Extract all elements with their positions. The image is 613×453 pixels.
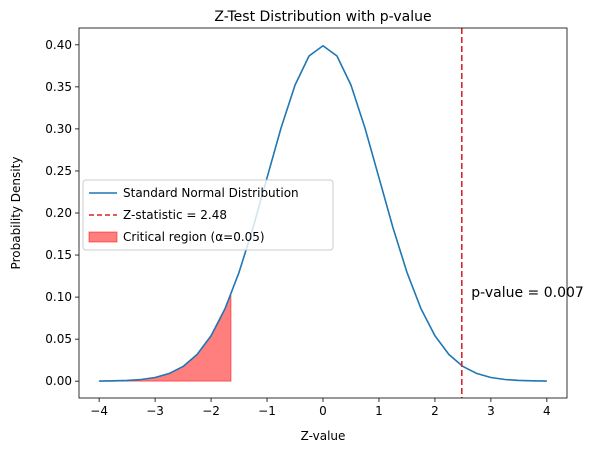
x-tick-label: 3 bbox=[487, 404, 495, 418]
axis-ticks: −4 −3 −2 −1 0 1 2 3 4 0.00 0.05 0.10 0.15 0.20 0.25 0.3… bbox=[45, 38, 550, 418]
y-tick-label: 0.30 bbox=[45, 122, 72, 136]
y-tick-label: 0.20 bbox=[45, 206, 72, 220]
x-axis-label: Z-value bbox=[301, 429, 346, 443]
y-axis-label: Probability Density bbox=[9, 157, 23, 270]
plot-area bbox=[98, 28, 547, 398]
legend-label-z-statistic: Z-statistic = 2.48 bbox=[123, 208, 227, 222]
chart-title: Z-Test Distribution with p-value bbox=[214, 9, 431, 25]
y-tick-label: 0.40 bbox=[45, 38, 72, 52]
critical-region-area bbox=[98, 294, 232, 382]
y-tick-label: 0.15 bbox=[45, 248, 72, 262]
y-tick-label: 0.05 bbox=[45, 332, 72, 346]
y-tick-label: 0.10 bbox=[45, 290, 72, 304]
x-tick-label: 4 bbox=[543, 404, 551, 418]
x-tick-label: 1 bbox=[375, 404, 383, 418]
y-tick-label: 0.00 bbox=[45, 374, 72, 388]
y-tick-label: 0.25 bbox=[45, 164, 72, 178]
x-tick-label: 0 bbox=[319, 404, 327, 418]
p-value-annotation: p-value = 0.007 bbox=[471, 285, 584, 301]
legend-label-critical-region: Critical region (α=0.05) bbox=[123, 230, 265, 244]
y-tick-label: 0.35 bbox=[45, 80, 72, 94]
legend-label-normal: Standard Normal Distribution bbox=[123, 186, 299, 200]
x-tick-label: −1 bbox=[258, 404, 276, 418]
normal-distribution-line bbox=[99, 44, 547, 382]
legend: Standard Normal Distribution Z-statistic… bbox=[82, 179, 334, 251]
x-tick-label: 2 bbox=[431, 404, 439, 418]
x-tick-label: −4 bbox=[90, 404, 108, 418]
x-tick-label: −2 bbox=[202, 404, 220, 418]
legend-box bbox=[82, 179, 334, 251]
x-tick-label: −3 bbox=[146, 404, 164, 418]
legend-swatch-critical-region bbox=[88, 231, 118, 243]
